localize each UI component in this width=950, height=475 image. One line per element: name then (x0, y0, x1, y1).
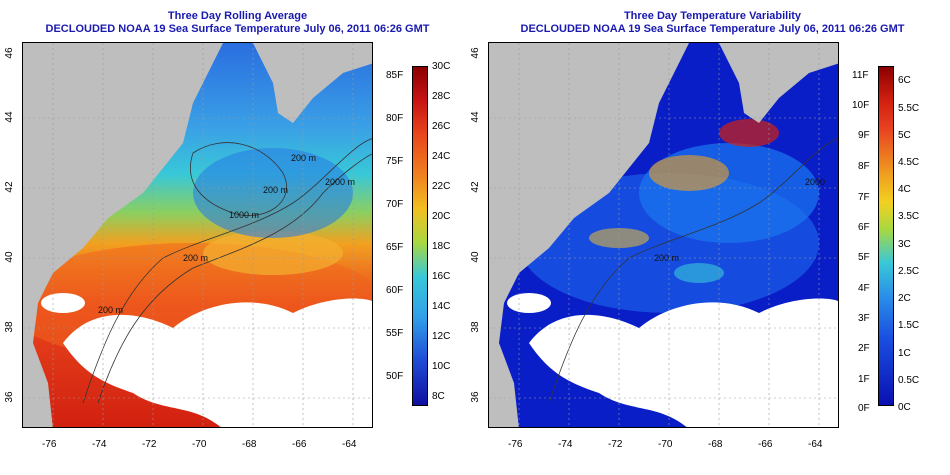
land-mass-nova-scotia (253, 43, 372, 123)
lon-tick: -72 (142, 439, 157, 450)
lon-tick: -74 (92, 439, 107, 450)
contour-200m (548, 138, 838, 404)
panel-subtitle: DECLOUDED NOAA 19 Sea Surface Temperatur… (45, 23, 430, 35)
colorbar-f-label: 65F (386, 242, 404, 253)
contour-label: 200 m (183, 253, 208, 263)
contour-label: 200 m (263, 185, 288, 195)
colorbar-c-label: 4C (898, 184, 911, 195)
colorbar-c-label: 0.5C (898, 375, 920, 386)
lon-tick: -66 (758, 439, 773, 450)
colorbar-c-label: 3.5C (898, 211, 920, 222)
colorbar-c-label: 3C (898, 239, 911, 250)
lat-tick: 46 (4, 47, 15, 59)
colorbar-c-label: 6C (898, 75, 911, 86)
colorbar-c-label: 4.5C (898, 157, 920, 168)
colorbar-c-label: 26C (432, 121, 451, 132)
lat-tick: 38 (470, 321, 481, 333)
panel-title: Three Day Temperature Variability (623, 10, 802, 22)
lon-tick: -64 (808, 439, 823, 450)
colorbar-f-label: 80F (386, 113, 404, 124)
lat-tick: 42 (470, 181, 481, 193)
colorbar-c-label: 28C (432, 91, 451, 102)
colorbar-c-label: 8C (432, 391, 445, 402)
colorbar-c-label: 2C (898, 293, 911, 304)
lat-tick: 44 (4, 111, 15, 123)
contour-label: 2000 m (325, 177, 355, 187)
panel-title: Three Day Rolling Average (167, 10, 308, 22)
lat-tick: 36 (470, 391, 481, 403)
lat-tick: 36 (4, 391, 15, 403)
colorbar-f-label: 70F (386, 199, 404, 210)
lon-tick: -64 (342, 439, 357, 450)
lon-tick: -66 (292, 439, 307, 450)
contour-label: 200 m (291, 153, 316, 163)
colorbar-c-label: 20C (432, 211, 451, 222)
colorbar-f-label: 5F (858, 252, 870, 263)
colorbar-f-label: 4F (858, 283, 870, 294)
colorbar-c-label: 22C (432, 181, 451, 192)
lat-tick: 38 (4, 321, 15, 333)
lon-tick: -76 (42, 439, 57, 450)
lat-tick: 40 (470, 251, 481, 263)
colorbar-c-label: 0C (898, 402, 911, 413)
contour-label: 1000 m (229, 210, 259, 220)
colorbar-f-label: 0F (858, 403, 870, 414)
lat-tick: 42 (4, 181, 15, 193)
colorbar-c-label: 30C (432, 61, 451, 72)
colorbar-c-label: 5C (898, 130, 911, 141)
colorbar-f-label: 6F (858, 222, 870, 233)
lon-tick: -76 (508, 439, 523, 450)
colorbar-c-label: 12C (432, 331, 451, 342)
colorbar-f-label: 7F (858, 192, 870, 203)
lat-tick: 40 (4, 251, 15, 263)
lat-tick: 44 (470, 111, 481, 123)
sst-average-panel: Three Day Rolling Average DECLOUDED NOAA… (4, 10, 451, 450)
colorbar-temperature (412, 66, 428, 406)
colorbar-f-label: 2F (858, 343, 870, 354)
colorbar-f-label: 1F (858, 374, 870, 385)
land-mass (489, 43, 689, 427)
colorbar-f-label: 8F (858, 161, 870, 172)
lon-tick: -74 (558, 439, 573, 450)
colorbar-c-label: 16C (432, 271, 451, 282)
colorbar-c-label: 24C (432, 151, 451, 162)
colorbar-variability (878, 66, 894, 406)
cloud-mask (529, 298, 838, 427)
colorbar-f-label: 9F (858, 130, 870, 141)
colorbar-f-label: 50F (386, 371, 404, 382)
colorbar-f-label: 11F (852, 70, 869, 81)
sst-variability-map: 200 m 2000 (488, 42, 839, 428)
graticule (489, 43, 838, 427)
colorbar-c-label: 10C (432, 361, 451, 372)
colorbar-f-label: 60F (386, 285, 404, 296)
colorbar-c-label: 1C (898, 348, 911, 359)
lon-tick: -70 (192, 439, 207, 450)
colorbar-f-label: 55F (386, 328, 404, 339)
lon-tick: -70 (658, 439, 673, 450)
colorbar-f-label: 3F (858, 313, 870, 324)
lon-tick: -68 (242, 439, 257, 450)
colorbar-f-label: 10F (852, 100, 870, 111)
colorbar-c-label: 5.5C (898, 103, 920, 114)
colorbar-c-label: 18C (432, 241, 451, 252)
land-mass (23, 43, 223, 427)
colorbar-f-label: 75F (386, 156, 404, 167)
lat-tick: 46 (470, 47, 481, 59)
panel-subtitle: DECLOUDED NOAA 19 Sea Surface Temperatur… (520, 23, 905, 35)
contour-label: 2000 (805, 177, 825, 187)
contour-label: 200 m (654, 253, 679, 263)
land-mass-nova-scotia (719, 43, 838, 123)
contour-label: 200 m (98, 305, 123, 315)
contour-2000m (97, 153, 372, 404)
contour-200m (82, 138, 372, 404)
colorbar-c-label: 1.5C (898, 320, 920, 331)
sst-average-map: 200 m 2000 m 200 m 200 m 1000 m 200 m (22, 42, 373, 428)
colorbar-f-label: 85F (386, 70, 404, 81)
graticule (23, 43, 372, 427)
lon-tick: -72 (608, 439, 623, 450)
colorbar-c-label: 2.5C (898, 266, 920, 277)
lon-tick: -68 (708, 439, 723, 450)
colorbar-c-label: 14C (432, 301, 451, 312)
sst-variability-panel: Three Day Temperature Variability DECLOU… (470, 0, 950, 475)
